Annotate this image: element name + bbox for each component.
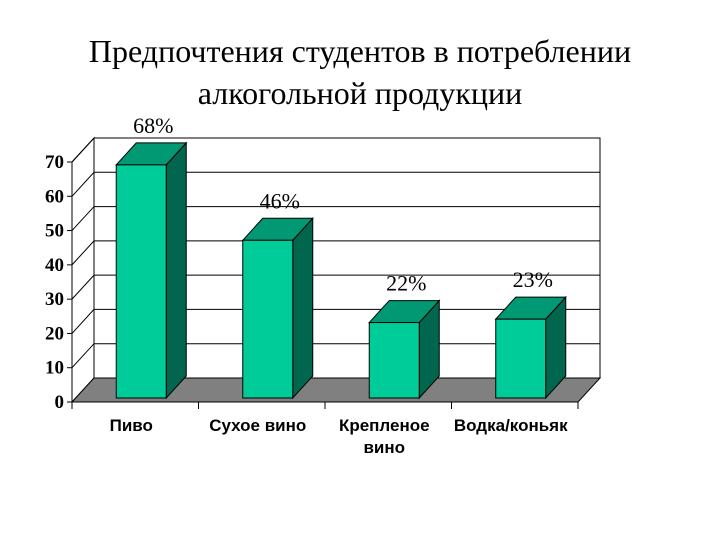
bar-front: [368, 322, 420, 399]
data-label: 68%: [133, 113, 173, 138]
bar-side: [165, 141, 187, 400]
side-wall: [71, 136, 95, 404]
data-label: 23%: [513, 267, 553, 292]
data-label: 22%: [386, 271, 426, 296]
category-label: Крепленое: [339, 416, 430, 435]
y-tick-label: 10: [45, 358, 64, 379]
bar: [241, 216, 314, 400]
bar-side: [292, 216, 314, 400]
bar: [494, 295, 567, 400]
category-label: Сухое вино: [209, 416, 306, 435]
y-axis: 0 10 20 30 40 50 60 70: [45, 152, 73, 413]
bar-front: [115, 164, 167, 399]
category-labels: Пиво Сухое вино Крепленое вино Водка/коньяк: [110, 416, 568, 457]
data-label: 46%: [260, 188, 300, 213]
gridline: [71, 206, 600, 231]
bar: [115, 141, 188, 400]
y-tick-label: 70: [45, 152, 64, 173]
data-labels: 68% 46% 22% 23%: [133, 113, 553, 296]
y-tick-label: 20: [45, 323, 64, 344]
chart-floor: [70, 377, 602, 409]
bars: [115, 141, 567, 400]
category-label: вино: [363, 438, 405, 457]
category-label: Пиво: [110, 416, 153, 435]
y-tick-label: 50: [45, 221, 64, 242]
chart-title-line-2: алкогольной продукции: [197, 75, 523, 111]
bar: [368, 299, 441, 400]
bar-front: [242, 239, 294, 399]
gridline: [71, 137, 600, 163]
y-tick-label: 0: [55, 392, 65, 413]
y-tick-label: 30: [45, 289, 64, 310]
gridline: [71, 240, 600, 266]
category-label: Водка/коньяк: [454, 416, 568, 435]
gridline: [71, 274, 600, 300]
chart-title: Предпочтения студентов в потреблении алк…: [0, 30, 720, 114]
bar-front: [495, 318, 547, 399]
y-tick-label: 60: [45, 186, 64, 207]
y-tick-label: 40: [45, 255, 64, 276]
chart-title-line-1: Предпочтения студентов в потреблении: [88, 33, 632, 69]
gridline: [71, 171, 600, 197]
